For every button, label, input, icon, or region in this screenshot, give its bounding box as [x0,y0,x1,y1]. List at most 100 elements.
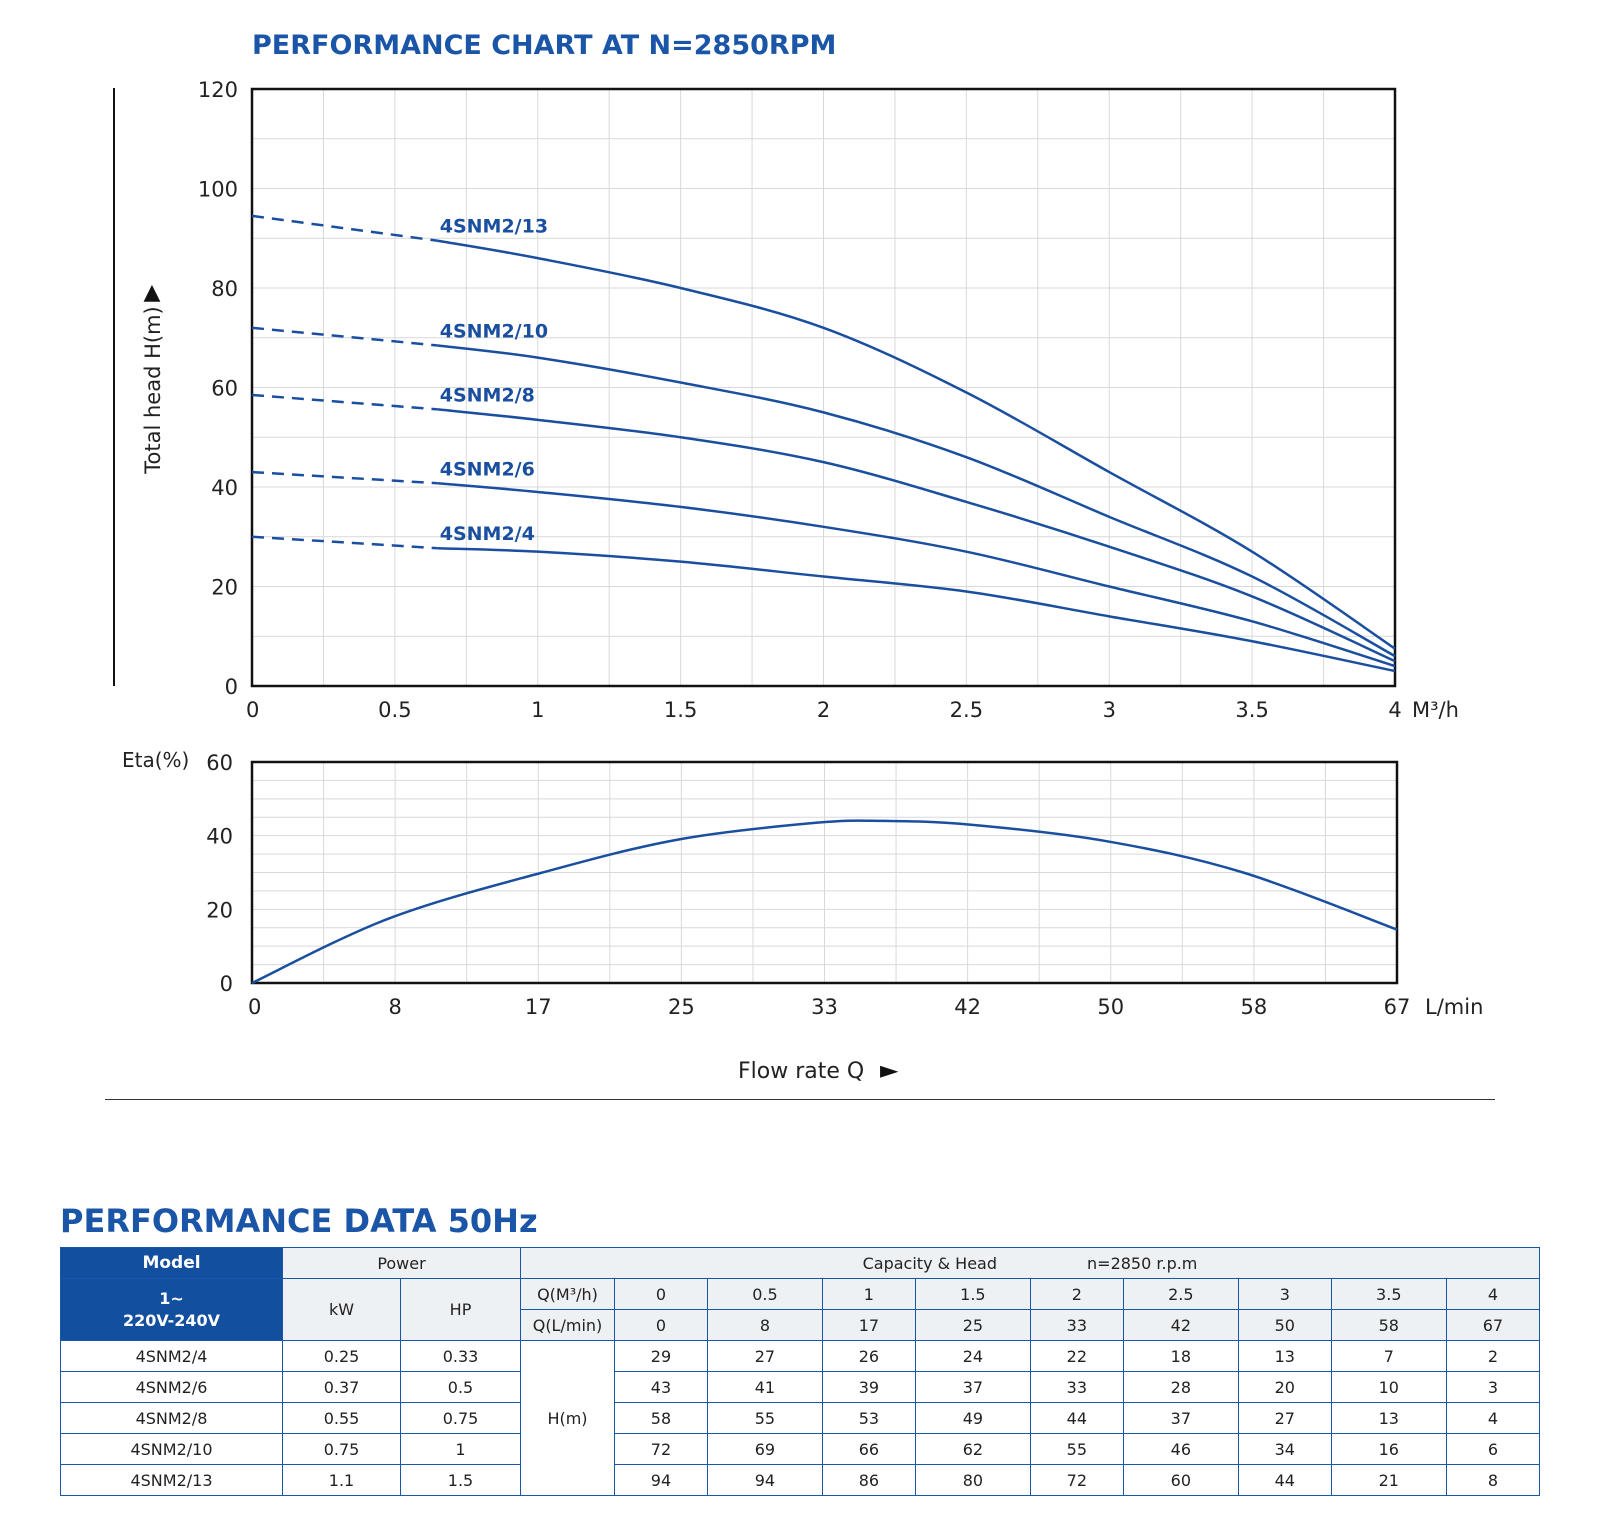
q-m3h-cell: 1.5 [914,1278,1031,1310]
x-tick-label: 0 [246,698,259,722]
q-lmin-cell: 33 [1029,1309,1124,1341]
table-row: 4SNM2/6 0.37 0.5 43 41 39 37 33 28 20 10 3 [60,1371,1541,1403]
head-value-cell: 7 [1330,1340,1447,1372]
x-tick-label: 33 [811,995,838,1019]
model-cell: 4SNM2/13 [60,1464,283,1496]
x-tick-label: 2.5 [950,698,983,722]
x-tick-label: 17 [525,995,552,1019]
table-header-row-1: Model Power Capacity & Head n=2850 r.p.m [60,1247,1540,1279]
head-value-cell: 80 [914,1464,1031,1496]
head-value-cell: 27 [1237,1402,1332,1434]
eta-chart: 0 20 40 60 0 8 17 25 33 42 50 58 67 L/min Eta(%) Flow r… [122,748,1483,1084]
curve-4SNM2/13 [437,239,1396,650]
x-tick-label: 1 [531,698,544,722]
y-tick-label: 60 [211,377,238,401]
hp-cell: 0.33 [400,1340,521,1372]
table-row: 4SNM2/13 1.1 1.5 94 94 86 80 72 60 44 21 8 [60,1464,1541,1496]
y-tick-label: 0 [225,675,238,699]
head-value-cell: 22 [1029,1340,1124,1372]
curve-dashed-4SNM2/10 [251,326,438,347]
q-m3h-cell: 4 [1445,1278,1541,1310]
capacity-label: Capacity & Head [862,1253,998,1273]
head-value-cell: 33 [1029,1371,1124,1403]
curve-dashed-4SNM2/4 [251,535,438,550]
hp-cell: 1.5 [400,1464,521,1496]
head-value-cell: 66 [821,1433,916,1465]
head-value-cell: 72 [1029,1464,1124,1496]
head-value-cell: 62 [914,1433,1031,1465]
head-value-cell: 21 [1330,1464,1447,1496]
x-axis-arrow: ► [880,1056,899,1084]
head-value-cell: 94 [614,1464,708,1496]
y-tick-label: 20 [206,898,233,922]
head-value-cell: 26 [821,1340,916,1372]
q-lmin-cell: 0 [614,1309,708,1341]
power-header: Power [282,1247,521,1279]
kw-cell: 1.1 [282,1464,401,1496]
head-value-cell: 39 [821,1371,916,1403]
x-tick-label: 1.5 [664,698,697,722]
head-value-cell: 20 [1237,1371,1332,1403]
x-axis-label: Flow rate Q [738,1059,864,1084]
head-value-cell: 13 [1237,1340,1332,1372]
eta-curve [251,819,1398,985]
x-tick-label: 2 [817,698,830,722]
y-tick-label: 40 [206,825,233,849]
speed-label: n=2850 r.p.m [1087,1253,1198,1273]
y-axis-label: Total head H(m) [141,306,165,474]
head-value-cell: 27 [706,1340,823,1372]
q-lmin-cell: 25 [914,1309,1031,1341]
x-tick-label: 67 [1384,995,1411,1019]
q-lmin-cell: 8 [706,1309,823,1341]
capacity-header: Capacity & Head n=2850 r.p.m [520,1247,1540,1279]
q-lmin-header: Q(L/min) [520,1309,615,1341]
x-tick-label: 8 [388,995,401,1019]
head-value-cell: 4 [1445,1402,1541,1434]
curve-dashed-4SNM2/6 [251,470,438,485]
curve-dashed-4SNM2/13 [251,214,438,242]
head-value-cell: 29 [614,1340,708,1372]
y-tick-label: 40 [211,476,238,500]
table-row: 4SNM2/10 0.75 1 72 69 66 62 55 46 34 16 6 [60,1433,1541,1465]
q-lmin-cell: 58 [1330,1309,1447,1341]
y-axis-arrow: ▲ [144,280,161,305]
table-row: 4SNM2/8 0.55 0.75 58 55 53 49 44 37 27 13 4 [60,1402,1541,1434]
model-cell: 4SNM2/4 [60,1340,283,1372]
performance-table: Model Power Capacity & Head n=2850 r.p.m … [60,1247,1541,1496]
head-value-cell: 43 [614,1371,708,1403]
head-value-cell: 44 [1237,1464,1332,1496]
series-label: 4SNM2/6 [440,458,535,480]
head-value-cell: 8 [1445,1464,1541,1496]
y-tick-label: 100 [198,178,238,202]
series-label: 4SNM2/4 [440,523,535,545]
y-tick-label: 20 [211,576,238,600]
head-value-cell: 16 [1330,1433,1447,1465]
voltage-phase: 1~ [159,1288,184,1308]
x-tick-label: 42 [954,995,981,1019]
voltage-range: 220V-240V [122,1310,221,1330]
head-value-cell: 3 [1445,1371,1541,1403]
plot-frame [250,87,1397,688]
series-label: 4SNM2/8 [440,384,535,406]
head-value-cell: 44 [1029,1402,1124,1434]
head-value-cell: 55 [706,1402,823,1434]
q-m3h-cell: 0 [614,1278,708,1310]
x-unit-label: M³/h [1412,698,1459,722]
x-tick-label: 25 [668,995,695,1019]
y-tick-label: 120 [198,78,238,102]
head-value-cell: 60 [1122,1464,1239,1496]
x-tick-label: 50 [1097,995,1124,1019]
head-value-cell: 49 [914,1402,1031,1434]
curve-dashed-4SNM2/8 [251,393,438,411]
chart-title: PERFORMANCE CHART AT N=2850RPM [252,30,837,61]
head-value-cell: 86 [821,1464,916,1496]
table-header-row-2: 1~ 220V-240V kW HP Q(M³/h) 0 0.5 1 1.5 2 2.5 3 3… [60,1278,1541,1341]
q-m3h-cell: 1 [821,1278,916,1310]
kw-cell: 0.55 [282,1402,401,1434]
kw-cell: 0.37 [282,1371,401,1403]
q-lmin-cell: 50 [1237,1309,1332,1341]
y-tick-label: 0 [220,972,233,996]
q-m3h-cell: 3 [1237,1278,1332,1310]
head-value-cell: 69 [706,1433,823,1465]
